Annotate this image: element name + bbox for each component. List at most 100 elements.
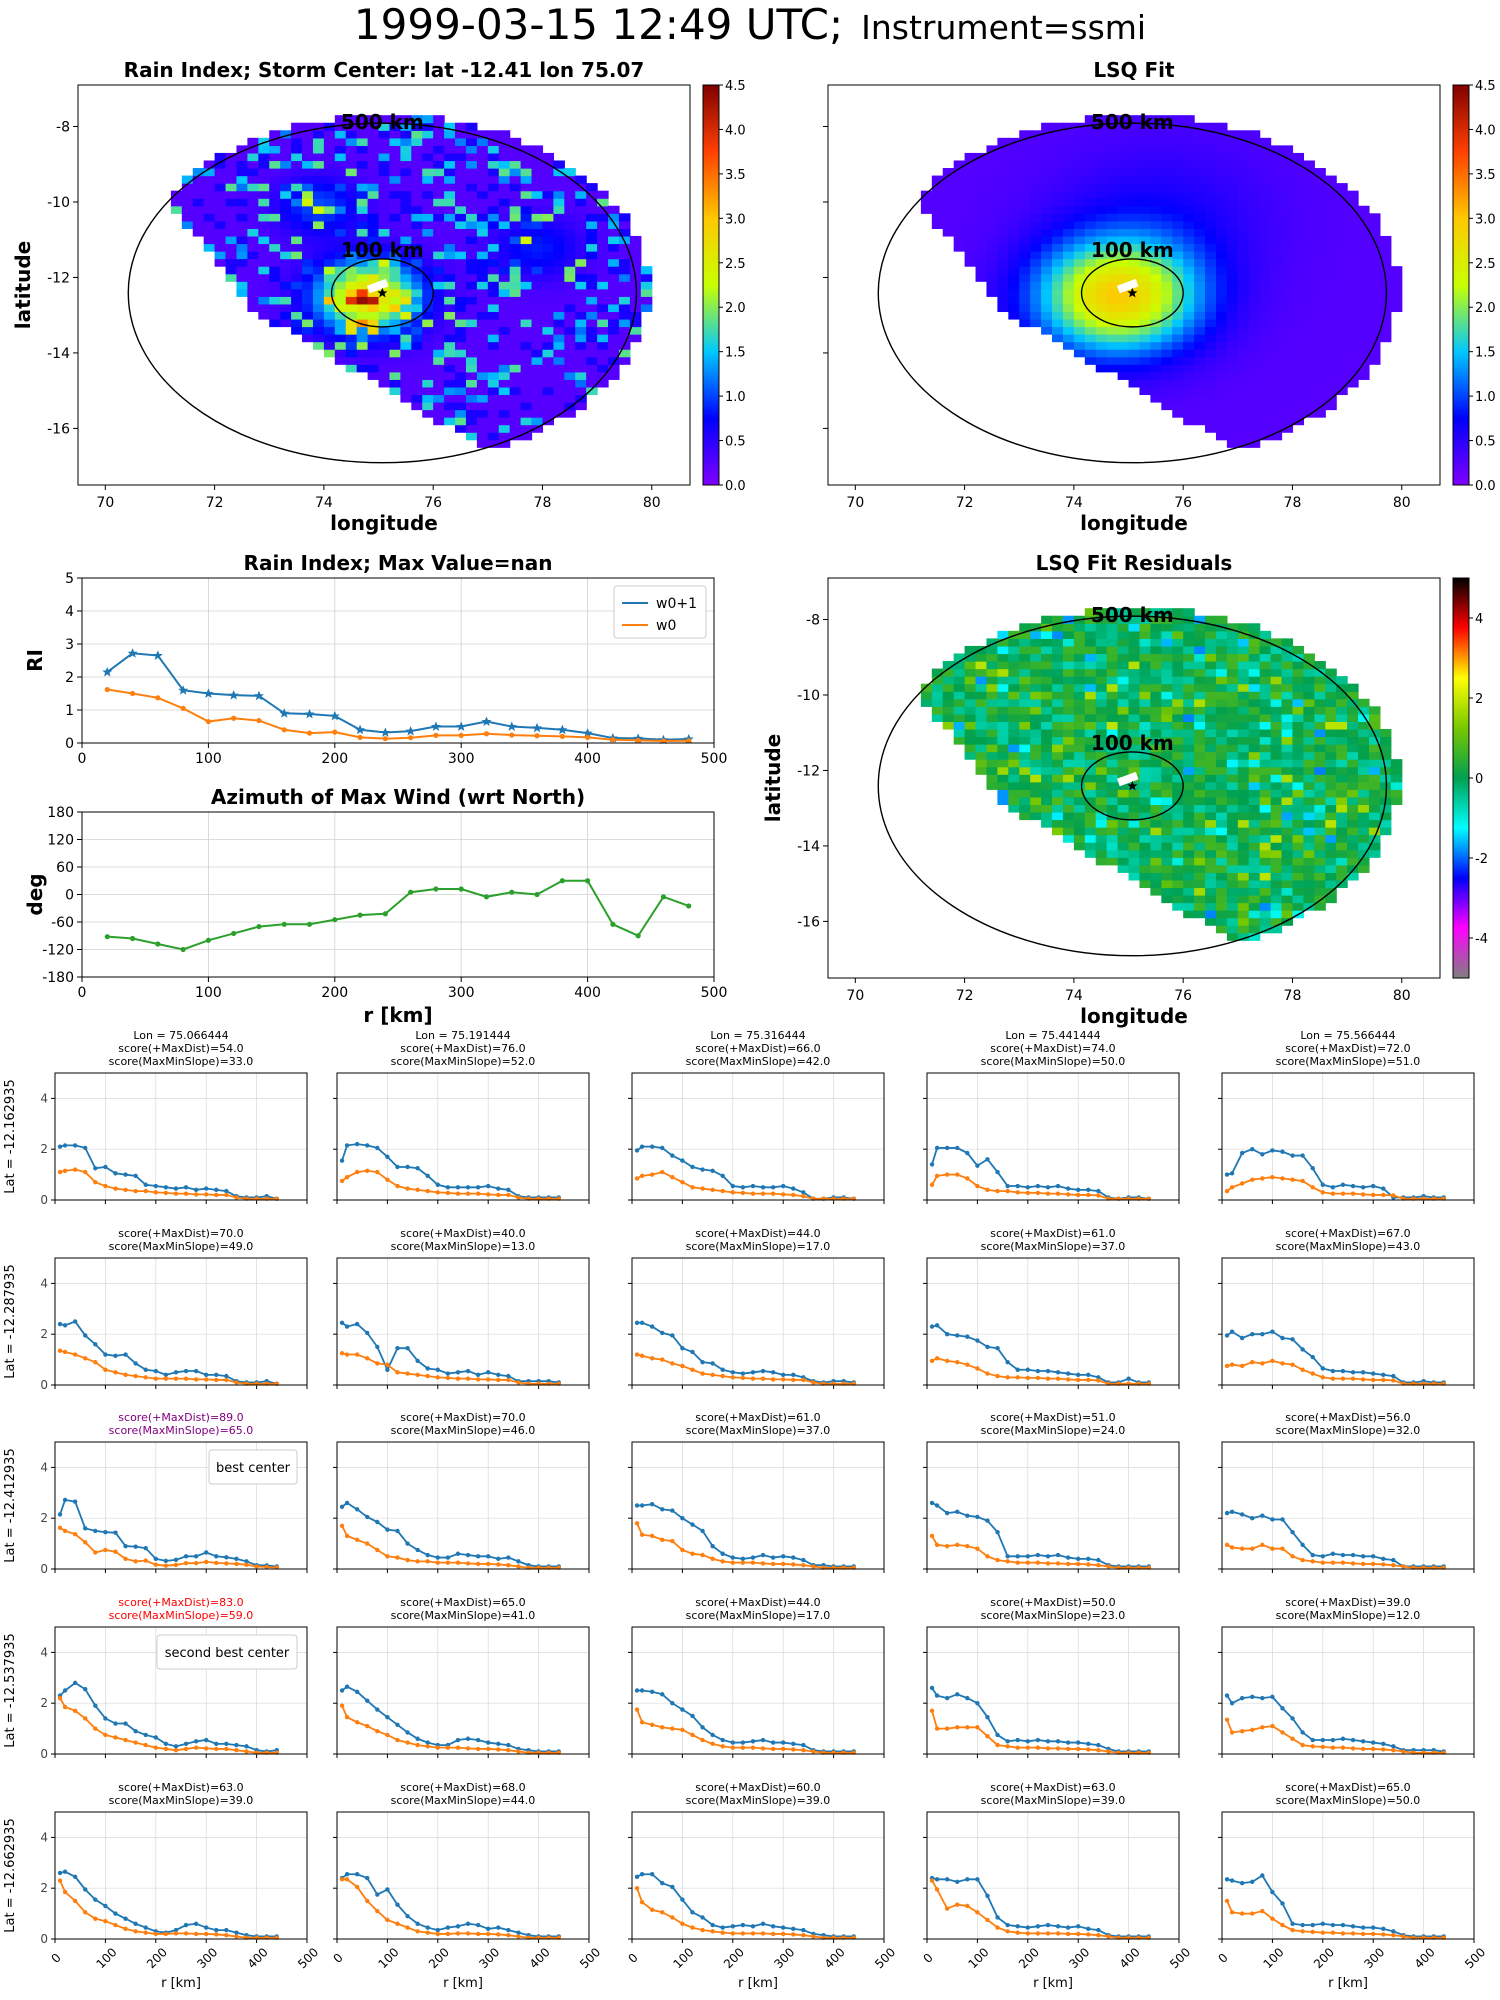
map-cell (1226, 152, 1239, 162)
map-cell (1358, 243, 1370, 252)
map-cell (1237, 894, 1250, 904)
map-cell (411, 364, 423, 373)
map-cell (1270, 864, 1283, 873)
ring-label-500km: 500 km (341, 110, 424, 134)
map-cell (1095, 827, 1108, 836)
map-cell (1150, 115, 1162, 124)
map-cell (1041, 220, 1053, 229)
map-cell (964, 198, 977, 207)
map-cell (280, 281, 292, 290)
map-cell (586, 228, 598, 237)
map-cell (214, 258, 227, 267)
data-point (475, 1191, 481, 1196)
map-cell (312, 145, 325, 154)
data-point (155, 695, 161, 701)
map-cell (487, 341, 500, 350)
map-cell (1215, 273, 1228, 282)
map-cell (225, 168, 238, 177)
data-point (649, 1172, 655, 1177)
map-cell (1194, 394, 1206, 403)
map-cell (192, 220, 205, 229)
map-cell (487, 386, 500, 396)
map-cell (411, 371, 423, 380)
map-cell (1336, 676, 1348, 685)
data-point (1381, 1192, 1386, 1198)
map-cell (564, 266, 576, 275)
map-cell (997, 781, 1009, 790)
map-cell (608, 296, 620, 305)
colorbar-tick-label: 4.5 (725, 79, 746, 94)
map-cell (1292, 281, 1304, 290)
map-cell (1095, 691, 1108, 700)
map-cell (1336, 789, 1348, 798)
map-cell (1314, 676, 1326, 685)
map-cell (1270, 213, 1283, 222)
data-point (1035, 1190, 1041, 1196)
map-cell (1281, 168, 1294, 177)
map-cell (1117, 288, 1130, 297)
map-cell (1237, 288, 1250, 297)
map-cell (1259, 303, 1272, 313)
map-cell (1150, 774, 1162, 783)
map-cell (1358, 766, 1370, 775)
map-cell (1194, 198, 1206, 207)
map-cell (1008, 266, 1020, 275)
map-cell (1041, 721, 1053, 730)
map-cell (487, 288, 500, 297)
map-cell (531, 145, 544, 154)
map-cell (1347, 326, 1359, 335)
map-cell (1117, 213, 1130, 222)
map-cell (1237, 243, 1250, 252)
map-cell (1041, 137, 1053, 146)
data-point (1360, 1185, 1366, 1190)
map-cell (1062, 341, 1075, 350)
score-maxminslope: score(MaxMinSlope)=50.0 (981, 1055, 1126, 1068)
map-cell (1084, 759, 1097, 768)
map-cell (575, 205, 587, 214)
data-point (710, 1361, 715, 1366)
colorbar-tick-label: 3.5 (1475, 168, 1496, 183)
map-cell (509, 243, 522, 252)
data-point (1045, 1185, 1051, 1190)
map-cell (1281, 668, 1294, 677)
data-point (506, 1192, 511, 1198)
map-cell (1139, 122, 1151, 131)
map-cell (1084, 661, 1097, 670)
map-cell (378, 379, 391, 388)
map-cell (608, 281, 620, 290)
map-cell (1172, 364, 1184, 373)
map-cell (1183, 205, 1195, 214)
map-cell (1052, 213, 1064, 222)
map-cell (1347, 228, 1359, 237)
map-cell (1303, 251, 1315, 260)
map-cell (1259, 766, 1272, 775)
map-cell (986, 235, 998, 245)
map-cell (378, 334, 391, 343)
map-cell (1336, 243, 1348, 252)
data-point (163, 1376, 169, 1381)
map-cell (433, 334, 445, 343)
map-cell (312, 137, 325, 146)
map-cell (1062, 326, 1075, 335)
map-cell (280, 175, 292, 184)
map-cell (1117, 789, 1130, 798)
map-cell (203, 168, 216, 177)
map-cell (433, 273, 445, 282)
map-cell (1030, 668, 1042, 677)
map-cell (586, 296, 598, 305)
map-cell (542, 205, 554, 214)
map-cell (1194, 326, 1206, 335)
cell-frame (1221, 1257, 1475, 1386)
map-cell (997, 691, 1009, 700)
data-point (649, 1324, 655, 1329)
map-cell (422, 160, 434, 169)
map-cell (400, 266, 412, 275)
map-cell (345, 288, 358, 297)
series-line (59, 1320, 277, 1385)
map-cell (1303, 318, 1315, 328)
data-point (720, 1173, 725, 1179)
ytick-label: 5 (65, 571, 74, 587)
map-cell (345, 326, 358, 335)
map-cell (1205, 130, 1217, 139)
map-cell (1292, 736, 1304, 745)
